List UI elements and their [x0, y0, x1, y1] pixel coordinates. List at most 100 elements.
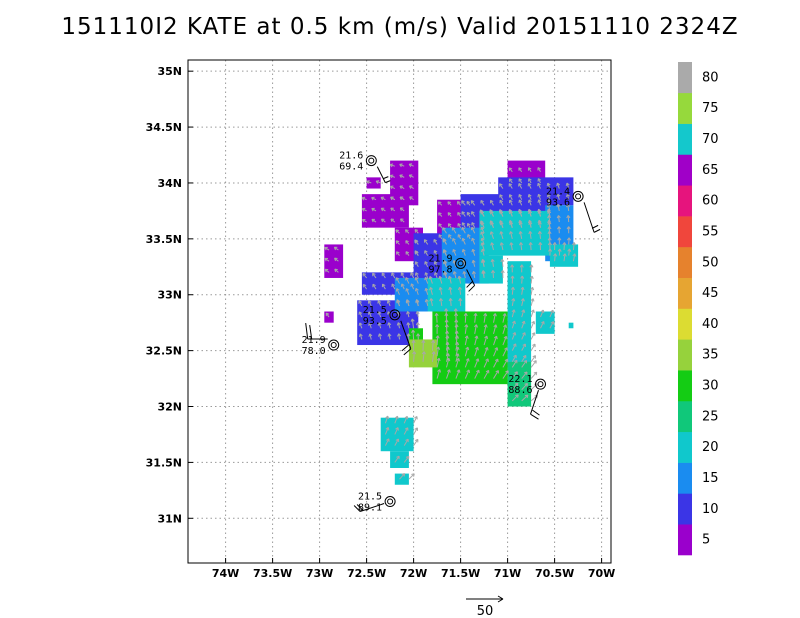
sonde-marker — [384, 496, 396, 508]
wind-vector-head — [556, 193, 559, 198]
wind-vector — [481, 242, 485, 251]
wind-vector-head — [415, 299, 418, 303]
wind-vector-head — [394, 415, 398, 419]
wind-vector — [518, 199, 523, 206]
wind-vector-head — [489, 231, 492, 235]
wind-vector-head — [421, 340, 424, 344]
wind-speed-cell — [507, 261, 532, 368]
wind-vector — [474, 358, 479, 368]
colorbar-segment — [678, 123, 692, 155]
wind-vector-head — [518, 220, 521, 224]
wind-vector — [368, 311, 372, 318]
colorbar-tick-label: 30 — [702, 379, 719, 394]
wind-vector — [520, 242, 523, 251]
wind-vector — [500, 231, 504, 239]
wind-vector-head — [513, 359, 518, 362]
wind-vector-head — [463, 313, 467, 317]
wind-vector — [511, 287, 514, 295]
wind-vector — [425, 288, 429, 295]
wind-vector-head — [409, 196, 412, 200]
colorbar-tick-label: 65 — [702, 163, 719, 178]
wind-vector-head — [452, 271, 455, 275]
wind-vector-head — [529, 275, 533, 279]
colorbar-segment — [678, 493, 692, 525]
wind-vector-head — [390, 196, 393, 201]
wind-vector-head — [529, 264, 532, 268]
wind-vector — [521, 298, 524, 307]
wind-barb — [356, 504, 364, 511]
sonde-marker — [328, 339, 340, 351]
wind-vector-head — [519, 242, 522, 246]
colorbar-segment — [678, 185, 692, 217]
wind-vector — [372, 283, 377, 290]
wind-vector-head — [424, 299, 427, 303]
wind-vector — [417, 322, 419, 329]
wind-vector — [362, 284, 368, 290]
wind-vector-head — [377, 311, 380, 315]
colorbar-segment — [678, 524, 692, 556]
wind-vector-head — [434, 313, 437, 317]
wind-vector-head — [566, 237, 570, 241]
wind-vector — [499, 220, 504, 228]
sonde-marker — [455, 257, 467, 269]
wind-vector — [378, 322, 382, 329]
wind-vector — [509, 199, 513, 206]
wind-vector-head — [552, 242, 556, 246]
wind-vector — [414, 239, 419, 245]
wind-vector — [521, 332, 526, 340]
wind-vector — [381, 272, 386, 279]
wind-vector — [455, 324, 458, 334]
wind-vector-head — [390, 218, 393, 222]
wind-vector-head — [494, 347, 498, 350]
wind-vector — [446, 335, 449, 346]
wind-vector-head — [411, 340, 415, 344]
wind-vector-head — [511, 298, 515, 301]
wind-barb — [591, 224, 599, 229]
wind-vector — [563, 253, 566, 262]
wind-vector-head — [493, 335, 497, 339]
wind-vector — [511, 382, 519, 391]
wind-vector-head — [429, 287, 431, 291]
wind-vector-head — [436, 346, 439, 350]
wind-vector — [538, 199, 541, 206]
wind-vector — [455, 369, 460, 379]
y-axis-ticks: 35N 34.5N 34N 33.5N 33N 32.5N 32N 31.5N 31N — [146, 65, 193, 525]
wind-vector-head — [527, 199, 530, 203]
wind-vector-head — [471, 238, 473, 242]
wind-vector — [489, 209, 494, 217]
wind-vector-head — [457, 275, 460, 280]
wind-vector — [384, 438, 390, 446]
sonde-marker-inner — [457, 260, 464, 267]
sonde-marker-inner — [330, 342, 337, 349]
wind-vector — [471, 227, 476, 234]
wind-vector-head — [445, 335, 448, 339]
wind-vector-head — [399, 174, 402, 179]
wind-vector — [492, 270, 494, 279]
wind-vector — [538, 208, 541, 217]
wind-vector-head — [457, 286, 461, 291]
wind-vector-head — [509, 242, 512, 246]
wind-vector — [479, 209, 485, 217]
wind-vector-head — [520, 275, 523, 279]
wind-barb — [466, 281, 473, 288]
wind-vector-head — [493, 324, 497, 328]
wind-vector — [481, 237, 485, 245]
reference-vector-label: 50 — [477, 604, 494, 618]
wind-vector — [464, 324, 468, 334]
wind-speed-cell — [366, 177, 381, 189]
wind-vector-head — [446, 357, 450, 361]
wind-vector — [430, 298, 433, 307]
wind-vector — [471, 211, 476, 217]
wind-vector-head — [523, 359, 527, 363]
wind-vector-head — [436, 357, 440, 361]
wind-vector-head — [465, 346, 469, 350]
wind-vector-head — [547, 219, 550, 224]
wind-vector — [528, 199, 532, 206]
colorbar-segment — [678, 462, 692, 494]
wind-vector-head — [527, 209, 530, 213]
wind-vector-head — [475, 346, 478, 350]
wind-vector — [415, 277, 419, 284]
wind-vector — [452, 238, 457, 245]
wind-vector-head — [491, 270, 494, 274]
wind-vector-head — [444, 308, 447, 312]
